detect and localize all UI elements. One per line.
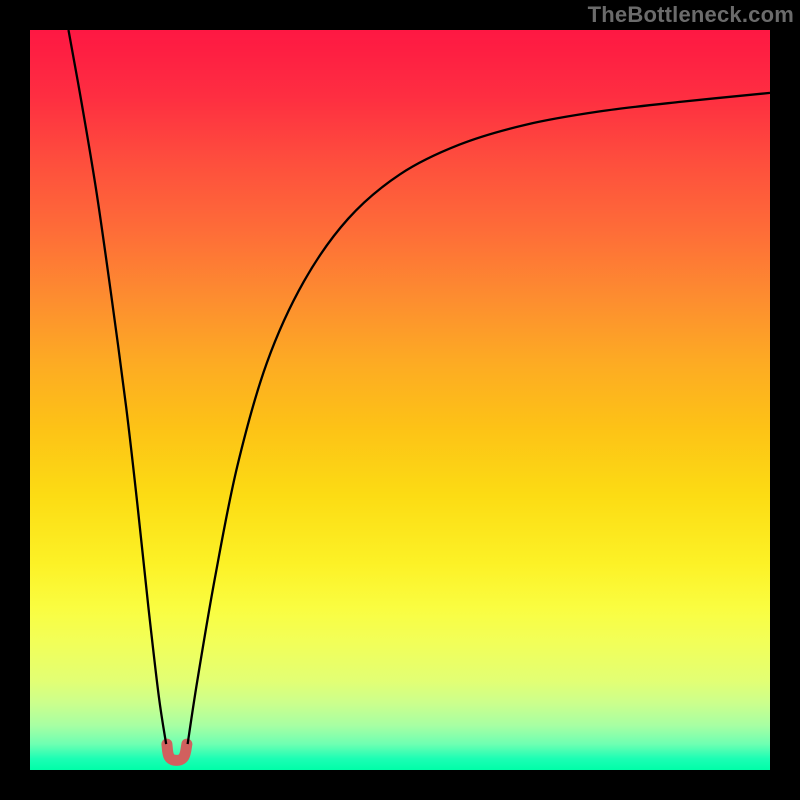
gradient-curve-chart <box>30 30 770 770</box>
plot-area <box>30 30 770 770</box>
gradient-background <box>30 30 770 770</box>
watermark-text: TheBottleneck.com <box>588 2 794 28</box>
chart-frame: TheBottleneck.com <box>0 0 800 800</box>
